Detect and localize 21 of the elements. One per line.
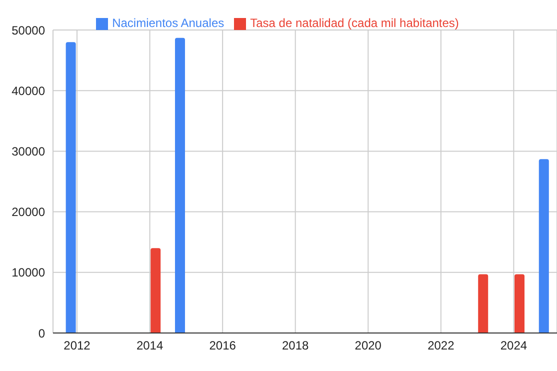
x-tick-label: 2016: [209, 338, 236, 353]
y-tick-label: 30000: [12, 144, 46, 158]
y-tick-label: 10000: [12, 266, 46, 280]
legend-label: Tasa de natalidad (cada mil habitantes): [250, 16, 459, 30]
x-tick-label: 2024: [500, 338, 528, 353]
x-tick-label: 2018: [282, 338, 310, 353]
x-tick-label: 2012: [64, 338, 91, 353]
bar: [538, 159, 549, 333]
bar: [66, 42, 76, 333]
y-tick-label: 50000: [12, 23, 46, 38]
bar: [150, 248, 161, 333]
legend-label: Nacimientos Anuales: [112, 16, 224, 30]
bar: [514, 274, 524, 333]
bar: [478, 274, 488, 333]
bar: [174, 38, 185, 333]
y-tick-label: 20000: [12, 205, 46, 220]
y-tick-label: 0: [38, 326, 46, 340]
y-tick-label: 40000: [12, 84, 46, 98]
x-tick-label: 2022: [428, 338, 455, 353]
x-tick-label: 2020: [354, 338, 382, 353]
x-tick-label: 2014: [136, 338, 164, 353]
